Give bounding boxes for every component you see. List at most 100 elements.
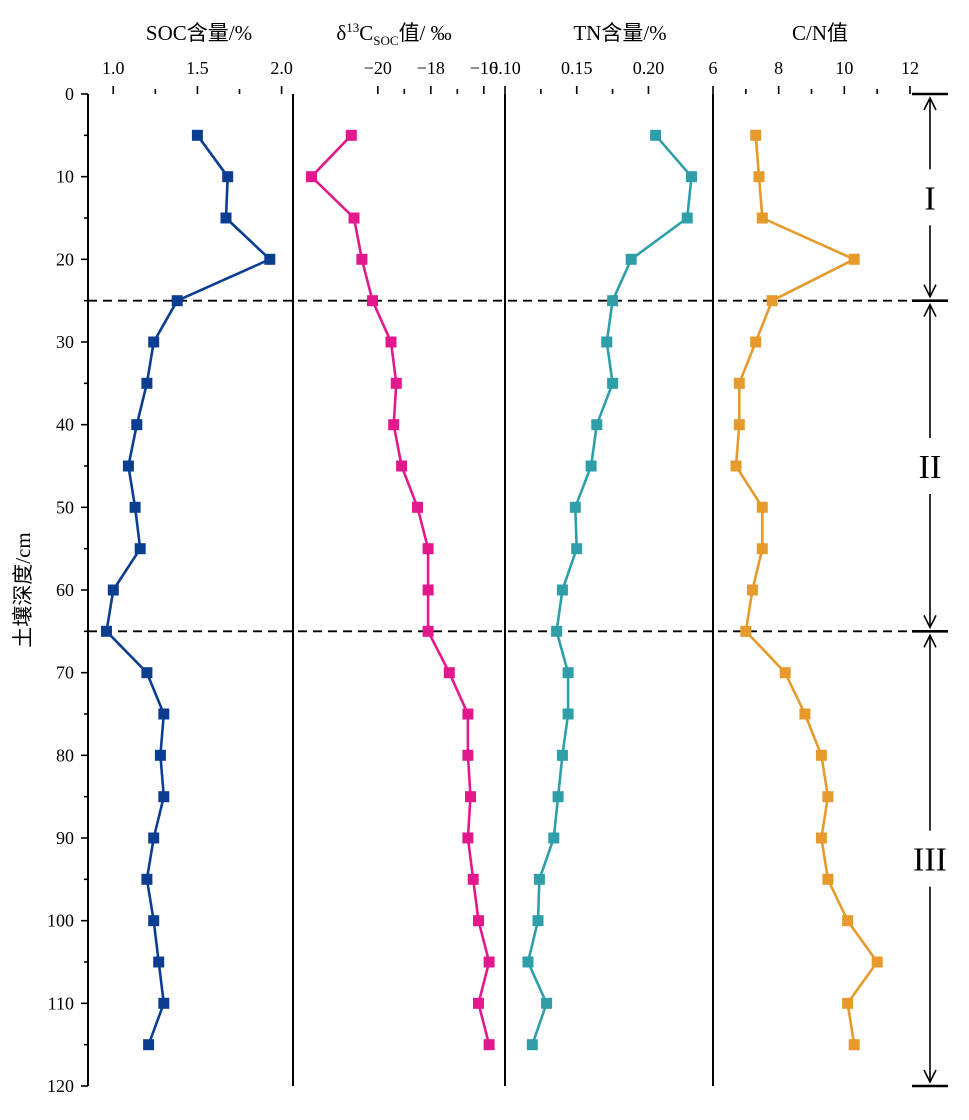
tn-data-point: [533, 873, 545, 885]
depth-tick-label: 30: [56, 332, 74, 352]
depth-tick-label: 70: [56, 663, 74, 683]
d13c-data-point: [422, 543, 434, 555]
depth-tick-label: 10: [56, 167, 74, 187]
tn-tick-label: 0.15: [561, 58, 593, 78]
cn-data-point: [756, 212, 768, 224]
tn-panel-title: TN含量/%: [573, 21, 666, 45]
zone-label: I: [924, 180, 935, 217]
soc-data-point: [129, 501, 141, 513]
cn-data-point: [750, 336, 762, 348]
zone-arrow-head-down: [923, 1069, 937, 1084]
soc-data-point: [154, 749, 166, 761]
soc-data-point: [107, 584, 119, 596]
zone-label: III: [913, 842, 947, 879]
soc-data-point: [143, 1039, 155, 1051]
cn-data-point: [848, 1039, 860, 1051]
soc-panel: SOC含量/% 1.0 1.5 2.0: [101, 21, 293, 1051]
tn-data-point: [607, 295, 619, 307]
d13c-data-point: [356, 253, 368, 265]
zone-arrow-head-down: [923, 614, 937, 630]
d13c-tick-label: −16: [470, 58, 498, 78]
soc-data-point: [141, 667, 153, 679]
soc-tick-label: 1.5: [186, 58, 209, 78]
d13c-data-point: [306, 171, 317, 183]
depth-axis-label: 土壤深度/cm: [11, 532, 35, 648]
cn-data-point: [779, 667, 791, 679]
depth-tick-label: 50: [56, 497, 74, 517]
cn-data-point: [733, 419, 745, 431]
tn-data-point: [601, 336, 613, 348]
soc-data-point: [158, 997, 170, 1009]
depth-tick-label: 0: [65, 84, 74, 104]
cn-data-point: [746, 584, 758, 596]
soc-data-point: [220, 212, 232, 224]
soc-data-point: [101, 625, 112, 637]
d13c-data-point: [367, 295, 378, 307]
tn-data-point: [522, 956, 534, 968]
zone-boundaries: [88, 299, 910, 633]
tn-data-point: [541, 997, 553, 1009]
d13c-tick-label: −18: [417, 58, 445, 78]
d13c-data-point: [390, 377, 402, 389]
cn-panel: C/N值 6 8 10 12: [709, 21, 919, 1086]
tn-tick-label: 0.20: [633, 58, 665, 78]
d13c-data-point: [473, 997, 484, 1009]
cn-data-point: [740, 625, 752, 637]
soc-data-point: [141, 377, 153, 389]
zone-arrow-head-down: [923, 284, 937, 299]
d13c-data-point: [462, 832, 474, 844]
soc-data-point: [148, 336, 160, 348]
soc-tick-label: 1.0: [102, 58, 125, 78]
d13c-data-point: [422, 625, 434, 637]
cn-data-point: [815, 832, 827, 844]
tn-data-point: [625, 253, 637, 265]
soc-tick-label: 2.0: [270, 58, 293, 78]
tn-data-point: [686, 171, 697, 183]
d13c-panel-title: δ13CSOC值/ ‰: [336, 20, 451, 48]
tn-data-point: [552, 791, 564, 803]
zone-arrow-head-up: [923, 633, 937, 648]
tn-tick-label: 0.10: [489, 58, 521, 78]
soc-data-point: [141, 873, 153, 885]
cn-data-point: [842, 915, 854, 927]
d13c-panel: δ13CSOC值/ ‰ −20 −18 −16: [292, 20, 498, 1086]
tn-series-line: [526, 134, 693, 1046]
d13c-data-point: [412, 501, 423, 513]
d13c-data-point: [462, 749, 474, 761]
soc-data-point: [171, 295, 183, 307]
d13c-data-point: [388, 419, 400, 431]
depth-tick-label: 90: [56, 828, 74, 848]
d13c-data-point: [422, 584, 434, 596]
soc-data-point: [148, 915, 160, 927]
soc-data-point: [134, 543, 146, 555]
tn-data-point: [681, 212, 693, 224]
cn-data-point: [766, 295, 778, 307]
tn-data-point: [591, 419, 603, 431]
soc-series-line: [105, 134, 272, 1046]
tn-data-point: [548, 832, 560, 844]
depth-tick-label: 110: [48, 993, 74, 1013]
cn-data-point: [842, 997, 854, 1009]
tn-data-point: [551, 625, 563, 637]
cn-data-point: [756, 501, 768, 513]
tn-data-point: [556, 749, 568, 761]
tn-data-point: [556, 584, 568, 596]
d13c-data-point: [385, 336, 397, 348]
d13c-data-point: [473, 915, 484, 927]
zone-arrow-head-up: [923, 96, 937, 111]
soc-data-point: [222, 171, 234, 183]
cn-data-point: [822, 873, 834, 885]
cn-data-point: [815, 749, 827, 761]
cn-data-point: [750, 129, 762, 141]
zone-label: II: [919, 449, 942, 486]
cn-data-point: [730, 460, 742, 472]
d13c-series-line: [310, 134, 491, 1046]
cn-data-point: [822, 791, 834, 803]
tn-data-point: [650, 129, 662, 141]
cn-panel-title: C/N值: [792, 21, 848, 45]
tn-data-point: [607, 377, 619, 389]
tn-data-point: [571, 543, 583, 555]
d13c-data-point: [467, 873, 479, 885]
